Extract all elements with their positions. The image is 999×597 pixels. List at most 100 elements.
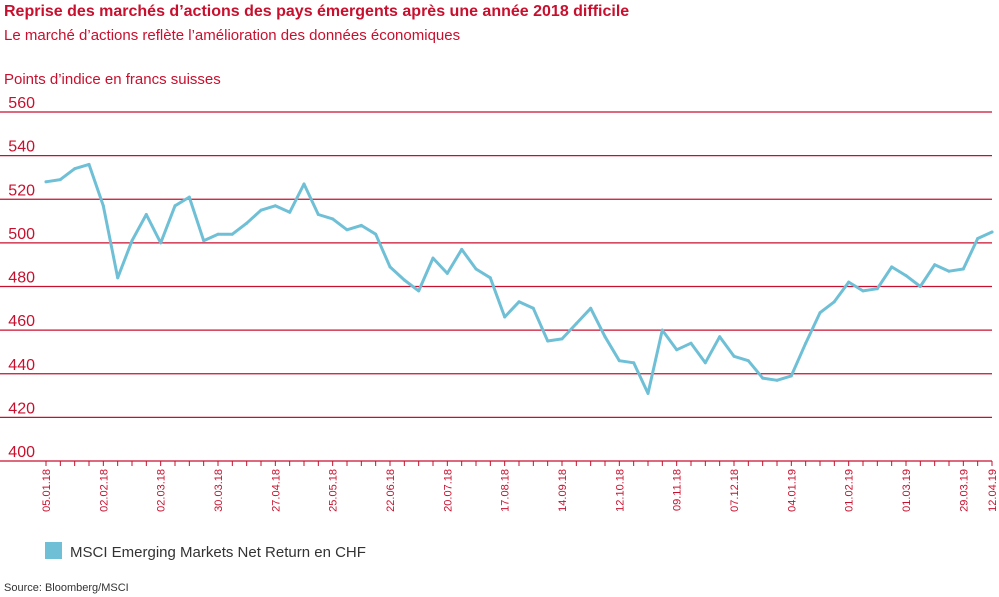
data-point [732, 354, 736, 358]
y-tick-label: 540 [8, 139, 35, 156]
data-point [187, 195, 191, 199]
x-axis: 05.01.18 02.02.18 02.03.18 30.03.18 27.04.18… [41, 461, 999, 512]
data-point [331, 217, 335, 221]
x-tick-label: 07.12.18 [729, 469, 741, 512]
data-point [87, 162, 91, 166]
data-point [445, 271, 449, 275]
x-tick-label: 30.03.18 [213, 469, 225, 512]
data-point [359, 223, 363, 227]
data-point [847, 280, 851, 284]
chart-subtitle: Le marché d’actions reflète l’améliorati… [4, 27, 460, 44]
data-point [603, 335, 607, 339]
data-point [775, 378, 779, 382]
y-tick-label: 520 [8, 182, 35, 199]
source-note: Source: Bloomberg/MSCI [4, 582, 129, 594]
y-tick-label: 480 [8, 270, 35, 287]
data-point [144, 213, 148, 216]
data-point [947, 269, 951, 273]
data-point [159, 241, 163, 245]
gridlines [0, 111, 992, 462]
x-tick-label: 05.01.18 [41, 469, 53, 512]
series-group [44, 162, 994, 395]
data-point [273, 204, 277, 208]
data-point [589, 306, 593, 310]
x-tick-label: 17.08.18 [500, 469, 512, 512]
y-axis-ticks: 400 420 440 460 480 500 520 540 560 [8, 95, 35, 461]
data-point [574, 322, 578, 326]
data-point [746, 359, 750, 363]
data-point [402, 278, 406, 282]
y-tick-label: 560 [8, 95, 35, 112]
data-point [761, 376, 765, 380]
data-point [703, 361, 707, 365]
data-point [861, 289, 865, 293]
data-point [488, 276, 492, 280]
data-point [130, 239, 134, 243]
data-point [832, 300, 836, 304]
x-tick-label: 29.03.19 [958, 469, 970, 512]
data-point [804, 341, 808, 345]
data-point [789, 374, 793, 378]
y-tick-label: 440 [8, 357, 35, 374]
data-point [976, 237, 980, 240]
data-point [689, 341, 693, 345]
x-tick-label: 12.10.18 [614, 469, 626, 512]
data-point [961, 267, 965, 271]
chart-title: Reprise des marchés d’actions des pays é… [4, 3, 629, 20]
data-point [718, 335, 722, 339]
data-point [904, 274, 908, 278]
data-point [531, 306, 535, 310]
x-tick-label: 04.01.19 [786, 469, 798, 512]
x-tick-label: 01.02.19 [844, 469, 856, 512]
x-tick-label: 22.06.18 [385, 469, 397, 512]
data-point [503, 315, 507, 319]
data-point [431, 256, 435, 260]
data-point [918, 285, 922, 288]
data-point [216, 232, 220, 236]
legend-label: MSCI Emerging Markets Net Return en CHF [70, 544, 366, 561]
x-tick-label: 27.04.18 [270, 469, 282, 512]
x-tick-label: 14.09.18 [557, 469, 569, 512]
x-tick-label: 01.03.19 [901, 469, 913, 512]
data-point [617, 359, 621, 363]
y-tick-label: 500 [8, 226, 35, 243]
data-point [875, 287, 879, 291]
x-tick-label: 20.07.18 [442, 469, 454, 512]
x-tick-label: 25.05.18 [328, 469, 340, 512]
data-point [101, 204, 105, 208]
legend-swatch [45, 542, 62, 559]
x-tick-label: 12.04.19 [987, 469, 999, 512]
data-point [202, 239, 206, 243]
data-point [546, 339, 550, 343]
data-point [230, 232, 234, 236]
data-point [302, 182, 306, 186]
data-point [517, 300, 521, 304]
data-point [73, 167, 77, 171]
data-point [474, 267, 478, 271]
legend: MSCI Emerging Markets Net Return en CHF [45, 542, 366, 561]
data-point [460, 247, 464, 251]
y-tick-label: 420 [8, 400, 35, 417]
data-point [675, 348, 679, 352]
data-point [560, 337, 564, 341]
x-tick-label: 02.02.18 [98, 469, 110, 512]
y-axis-label: Points d’indice en francs suisses [4, 71, 221, 88]
data-point [417, 289, 421, 293]
data-point [288, 210, 292, 214]
y-tick-label: 400 [8, 444, 35, 461]
x-tick-label: 09.11.18 [672, 469, 684, 511]
data-point [990, 230, 994, 234]
data-point [374, 232, 378, 236]
data-point [173, 204, 177, 208]
data-point [259, 208, 263, 212]
data-point [646, 391, 650, 395]
data-point [818, 311, 822, 315]
data-point [933, 263, 937, 267]
data-point [632, 361, 636, 365]
data-point [345, 228, 349, 232]
data-point [116, 276, 120, 280]
data-point [58, 178, 62, 182]
y-tick-label: 460 [8, 313, 35, 330]
data-point [660, 328, 664, 332]
